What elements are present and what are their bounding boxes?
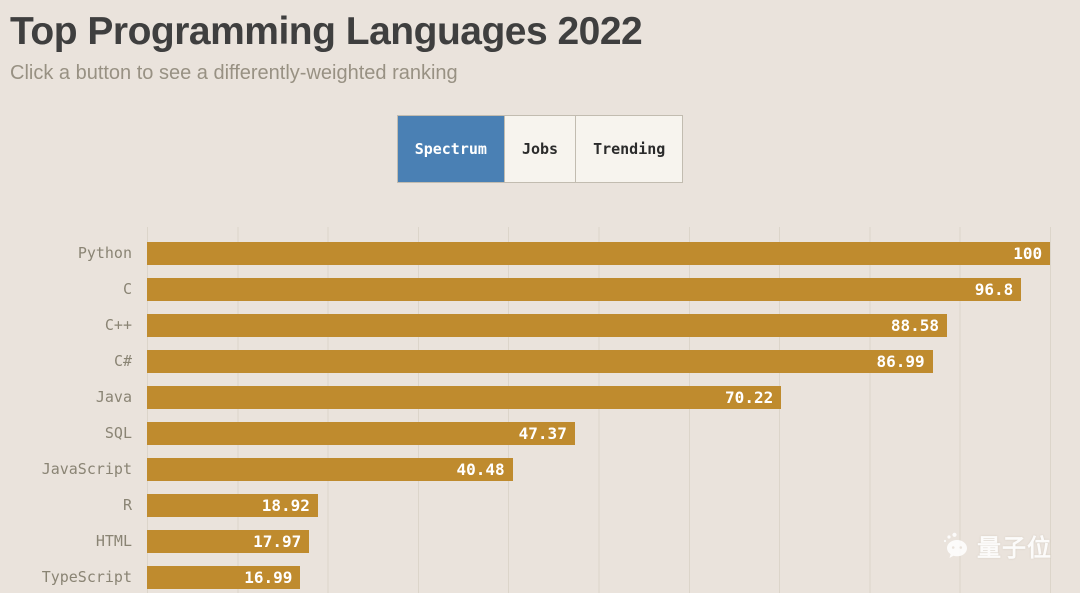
bar: 18.92 [147, 493, 318, 517]
bar-value-label: 100 [1013, 243, 1043, 263]
bar-value-label: 40.48 [456, 459, 505, 479]
bar-value-label: 16.99 [244, 567, 293, 587]
page-subtitle: Click a button to see a differently-weig… [10, 62, 458, 84]
bar: 70.22 [147, 385, 782, 409]
chart-row: C 96.8 [0, 271, 1080, 307]
bar-value-label: 86.99 [876, 351, 925, 371]
chart-row: HTML 17.97 [0, 523, 1080, 559]
bar: 100 [147, 241, 1051, 265]
category-label: Java [95, 388, 132, 406]
bar-value-label: 18.92 [261, 495, 310, 515]
category-label: TypeScript [41, 568, 132, 586]
button-group-wrapper: Spectrum Jobs Trending [0, 115, 1080, 183]
bar: 16.99 [147, 565, 301, 589]
bar-track: 88.58 [147, 313, 1080, 337]
category-label: HTML [95, 532, 132, 550]
chart-row: C++ 88.58 [0, 307, 1080, 343]
page-title: Top Programming Languages 2022 [10, 10, 643, 53]
bar-value-label: 17.97 [253, 531, 302, 551]
chart-rows: Python 100 C 96.8 C++ 88.58 C# 86.99 Java 70.22 SQ… [0, 235, 1080, 593]
bar-value-label: 70.22 [725, 387, 774, 407]
bar-track: 17.97 [147, 529, 1080, 553]
bar-value-label: 96.8 [974, 279, 1014, 299]
chart-row: JavaScript 40.48 [0, 451, 1080, 487]
category-label: SQL [104, 424, 132, 442]
bar-track: 18.92 [147, 493, 1080, 517]
bar: 86.99 [147, 349, 933, 373]
category-label: R [122, 496, 132, 514]
chart-row: TypeScript 16.99 [0, 559, 1080, 593]
chart-row: SQL 47.37 [0, 415, 1080, 451]
bar: 17.97 [147, 529, 310, 553]
bar-value-label: 47.37 [518, 423, 567, 443]
category-label: JavaScript [41, 460, 132, 478]
bar: 88.58 [147, 313, 948, 337]
bar-track: 16.99 [147, 565, 1080, 589]
category-label: C# [113, 352, 132, 370]
bar-value-label: 88.58 [890, 315, 940, 335]
bar-track: 47.37 [147, 421, 1080, 445]
weighting-button-group: Spectrum Jobs Trending [396, 115, 684, 183]
category-label: C++ [104, 316, 132, 334]
chart-row: C# 86.99 [0, 343, 1080, 379]
spectrum-button[interactable]: Spectrum [397, 116, 505, 182]
page-header: Top Programming Languages 2022 Click a b… [0, 0, 1080, 85]
bar: 96.8 [147, 277, 1022, 301]
chart-row: Java 70.22 [0, 379, 1080, 415]
bar: 47.37 [147, 421, 575, 445]
jobs-button[interactable]: Jobs [504, 116, 577, 182]
bar-track: 96.8 [147, 277, 1080, 301]
category-label: Python [77, 244, 132, 262]
bar: 40.48 [147, 457, 513, 481]
bar-track: 40.48 [147, 457, 1080, 481]
bar-chart: Python 100 C 96.8 C++ 88.58 C# 86.99 Java 70.22 SQ… [0, 227, 1080, 593]
chart-row: R 18.92 [0, 487, 1080, 523]
bar-track: 70.22 [147, 385, 1080, 409]
chart-row: Python 100 [0, 235, 1080, 271]
bar-track: 100 [147, 241, 1080, 265]
bar-track: 86.99 [147, 349, 1080, 373]
trending-button[interactable]: Trending [576, 116, 683, 182]
category-label: C [122, 280, 132, 298]
